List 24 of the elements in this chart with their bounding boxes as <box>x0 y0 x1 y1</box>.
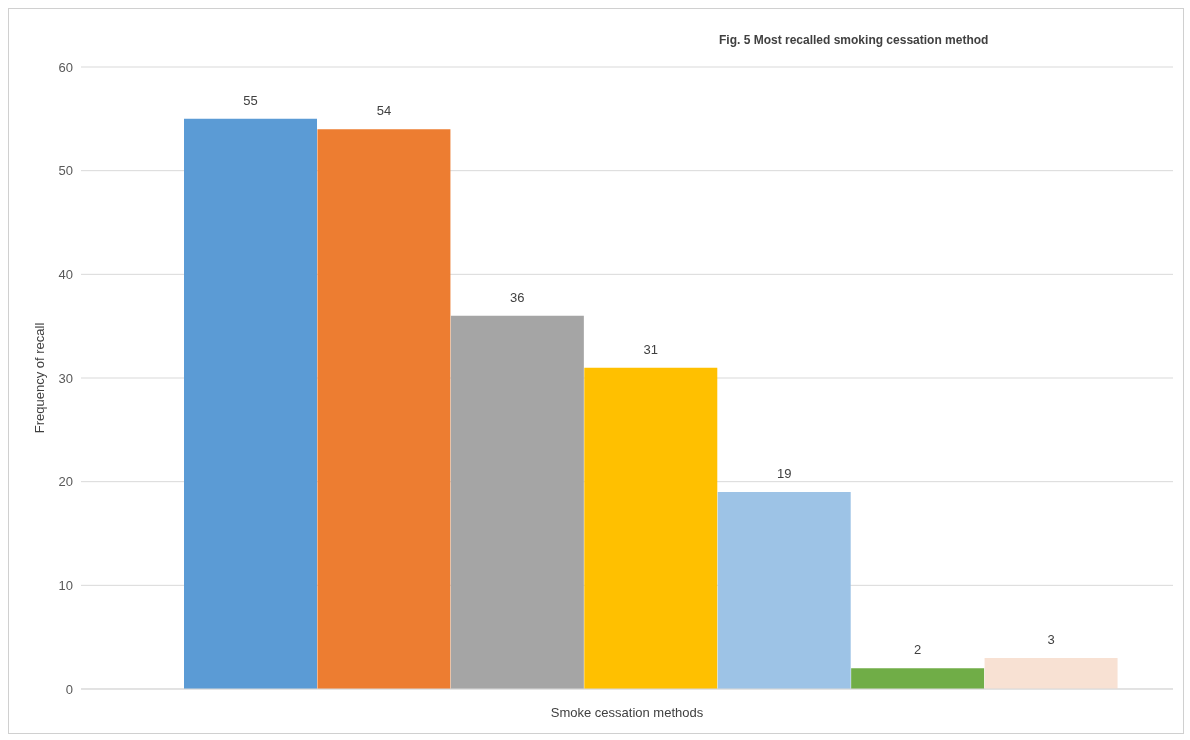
bar <box>184 118 317 689</box>
bar <box>851 668 985 689</box>
y-tick-label: 30 <box>58 370 73 386</box>
y-tick-label: 20 <box>58 474 73 490</box>
y-tick-label: 40 <box>58 266 73 282</box>
bar <box>450 315 584 689</box>
data-label: 54 <box>376 103 392 119</box>
data-label: 2 <box>914 642 922 658</box>
bar <box>317 129 451 689</box>
bar <box>717 492 851 689</box>
x-axis-title: Smoke cessation methods <box>550 705 704 720</box>
y-tick-label: 0 <box>65 681 73 697</box>
y-tick-label: 50 <box>58 163 73 179</box>
data-label: 19 <box>776 466 792 482</box>
bar <box>584 367 718 689</box>
data-label: 55 <box>243 92 258 108</box>
bar <box>984 657 1118 689</box>
chart-title: Fig. 5 Most recalled smoking cessation method <box>719 33 989 47</box>
data-label: 36 <box>510 289 525 305</box>
y-tick-label: 10 <box>58 577 73 593</box>
y-tick-label: 60 <box>58 59 73 75</box>
data-label: 3 <box>1047 631 1055 647</box>
data-label: 31 <box>643 341 659 357</box>
y-axis-title: Frequency of recall <box>31 322 47 434</box>
